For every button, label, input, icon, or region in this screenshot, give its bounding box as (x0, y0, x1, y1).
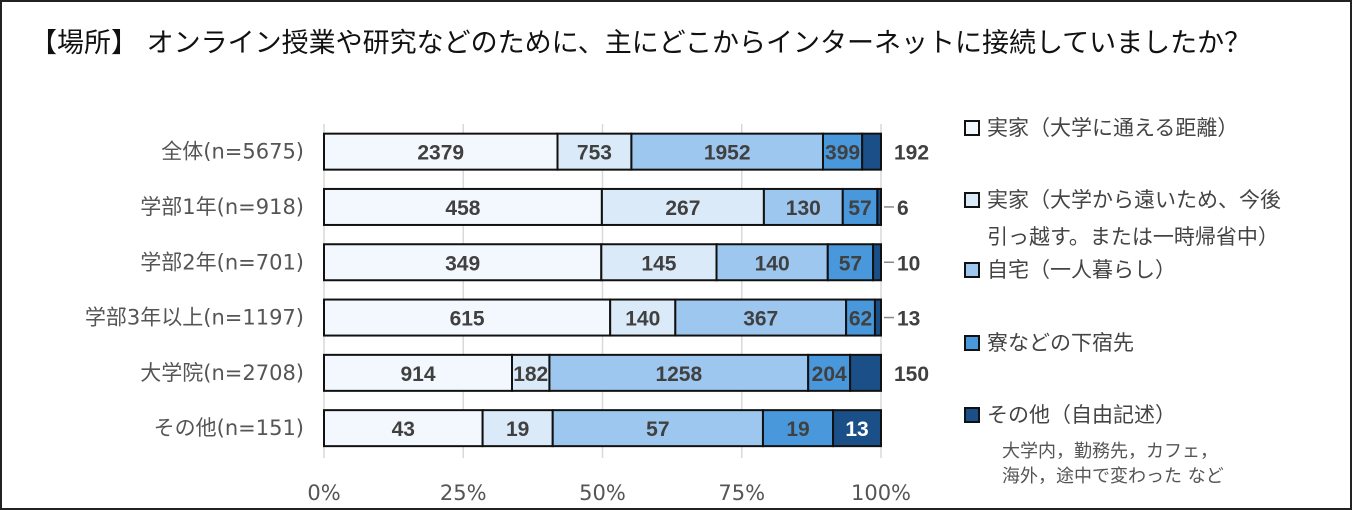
bar-segment (609, 298, 677, 337)
chart-title: 【場所】 オンライン授業や研究などのために、主にどこからインターネットに接続して… (30, 28, 1252, 59)
data-label: 145 (641, 252, 676, 275)
data-label: 150 (894, 363, 929, 386)
bar-segment (873, 298, 882, 337)
data-label: 130 (786, 197, 821, 220)
data-label: 615 (450, 308, 485, 331)
category-label: 大学院(n=2708) (140, 361, 304, 385)
bar-segment (715, 243, 829, 282)
legend-label: 自宅（一人暮らし） (987, 258, 1176, 282)
bar-segment (323, 132, 559, 171)
data-label: 458 (445, 197, 480, 220)
bar-segment (600, 187, 765, 226)
data-label: 13 (845, 418, 868, 441)
bar-segment (548, 353, 810, 392)
data-label: 13 (897, 308, 920, 331)
data-label: 1258 (655, 363, 702, 386)
legend-label: 引っ越す。または一時帰省中） (987, 225, 1279, 249)
legend-swatch (964, 192, 980, 208)
x-tick-label: 50% (579, 481, 626, 505)
legend-label: 実家（大学から遠いため、今後 (987, 188, 1281, 212)
x-tick-label: 75% (718, 481, 765, 505)
bar-segment (832, 409, 883, 448)
bar-segment (761, 409, 835, 448)
bar-segment (762, 187, 844, 226)
bar-segment (323, 298, 612, 337)
data-label: 62 (849, 308, 872, 331)
data-label: 192 (894, 142, 929, 165)
data-label: 19 (786, 418, 809, 441)
category-label: 学部3年以上(n=1197) (85, 306, 304, 330)
x-tick-label: 25% (440, 481, 487, 505)
legend-note: 大学内，勤務先，カフェ， (1002, 441, 1218, 462)
bar-segment (807, 353, 852, 392)
data-label: 57 (848, 197, 871, 220)
data-label: 1952 (704, 142, 751, 165)
data-label: 267 (665, 197, 700, 220)
bar-segment (600, 243, 718, 282)
data-label: 57 (646, 418, 669, 441)
legend-label: 実家（大学に通える距離） (987, 116, 1238, 140)
bar-segment (849, 353, 882, 392)
bar-segment (323, 409, 484, 448)
data-label: 349 (445, 252, 480, 275)
category-label: その他(n=151) (154, 416, 304, 440)
data-label: 43 (392, 418, 415, 441)
data-label: 140 (625, 308, 660, 331)
legend-note: 海外，途中で変わった など (1002, 466, 1224, 487)
data-label: 10 (897, 252, 920, 275)
data-label: 204 (812, 363, 847, 386)
bar-segment (861, 132, 882, 171)
data-label: 399 (825, 142, 860, 165)
bar-segment (841, 187, 879, 226)
bar-segment (556, 132, 633, 171)
data-label: 19 (506, 418, 529, 441)
legend-label: 寮などの下宿先 (987, 331, 1134, 355)
legend-swatch (964, 407, 980, 423)
bar-segment (674, 298, 848, 337)
bar-segment (481, 409, 554, 448)
bar-segment (323, 243, 603, 282)
legend-swatch (964, 120, 980, 136)
legend-swatch (964, 262, 980, 278)
legend-swatch (964, 335, 980, 351)
data-label: 914 (400, 363, 435, 386)
data-label: 367 (743, 308, 778, 331)
x-tick-label: 100% (851, 481, 911, 505)
data-label: 6 (897, 197, 909, 220)
data-label: 2379 (417, 142, 464, 165)
category-label: 学部2年(n=701) (140, 250, 304, 274)
data-label: 57 (839, 252, 862, 275)
data-label: 753 (577, 142, 612, 165)
data-label: 182 (513, 363, 548, 386)
x-tick-label: 0% (307, 481, 340, 505)
category-label: 全体(n=5675) (161, 140, 304, 164)
data-label: 140 (755, 252, 790, 275)
bar-segment (845, 298, 876, 337)
category-label: 学部1年(n=918) (140, 195, 304, 219)
legend-label: その他（自由記述） (987, 403, 1176, 427)
bar-segment (551, 409, 764, 448)
bar-segment (323, 353, 513, 392)
bar-segment (872, 243, 882, 282)
bar-segment (876, 187, 883, 226)
